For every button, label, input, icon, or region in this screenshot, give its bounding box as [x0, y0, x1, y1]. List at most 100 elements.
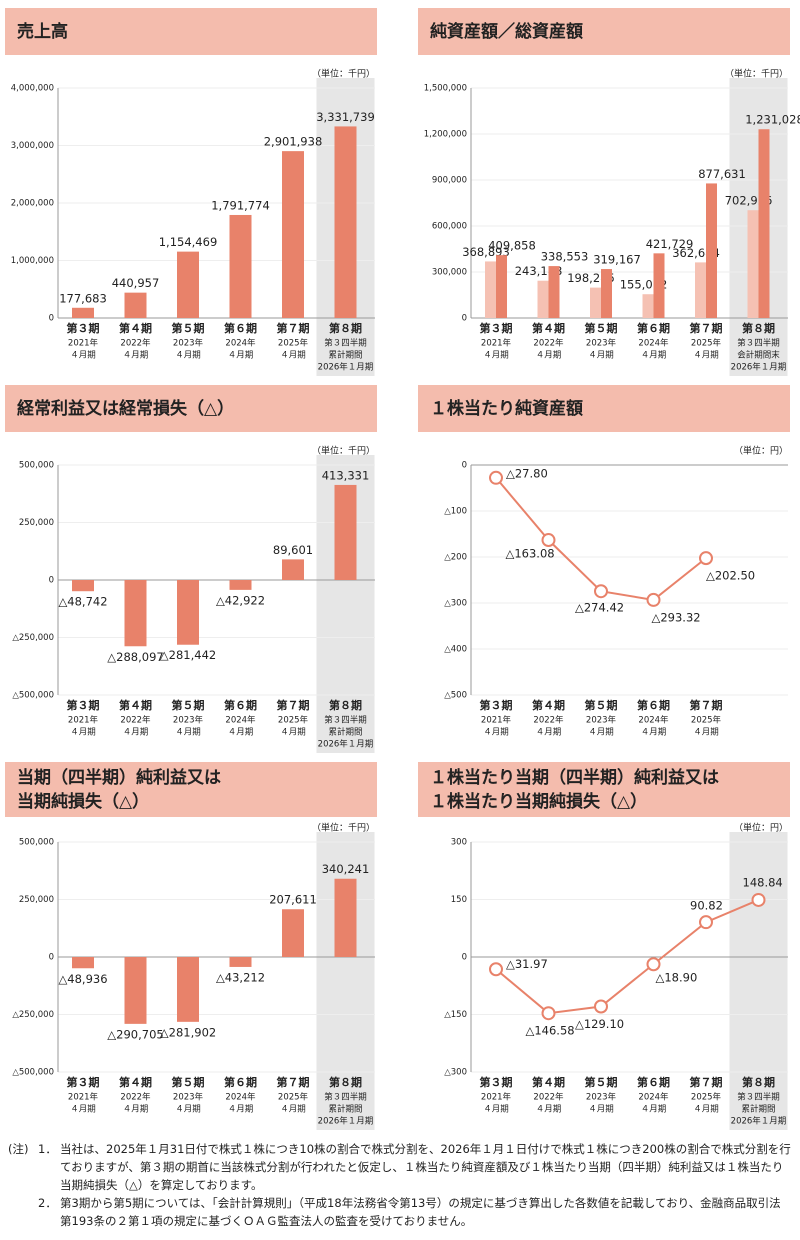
value-label: △293.32 — [652, 610, 701, 624]
notes: (注) 1． 当社は、2025年１月31日付で株式１株につき10株の割合で株式分… — [8, 1140, 792, 1230]
value-label: △163.08 — [506, 547, 555, 561]
header — [5, 762, 377, 817]
bar — [334, 878, 357, 957]
x-tick-label: 2025年 — [691, 715, 722, 726]
x-tick-label: ４月期 — [693, 1105, 719, 1115]
value-label: △48,936 — [58, 972, 107, 986]
bar — [695, 262, 706, 318]
x-tick-label: 2026年１月期 — [318, 739, 374, 750]
x-tick-label: 2021年 — [68, 1092, 99, 1103]
bar — [706, 183, 717, 318]
x-tick-label: 第５期 — [172, 321, 205, 335]
x-tick-label: 2026年１月期 — [731, 1116, 787, 1127]
x-tick-label: 2021年 — [481, 1092, 512, 1103]
bar — [282, 909, 304, 957]
x-tick-label: 2024年 — [225, 715, 256, 726]
value-label: 89,601 — [273, 543, 313, 557]
value-label: 148.84 — [743, 875, 783, 889]
x-tick-label: 第４期 — [119, 698, 152, 712]
x-tick-label: ４月期 — [588, 1105, 614, 1115]
point — [594, 584, 608, 599]
value-label: 319,167 — [593, 253, 641, 267]
x-tick-label: 2024年 — [638, 715, 669, 726]
bar — [229, 580, 252, 590]
bar — [229, 957, 252, 967]
x-tick-label: 第５期 — [585, 321, 618, 335]
bar — [124, 580, 147, 647]
x-tick-label: 第５期 — [585, 1075, 618, 1089]
value-label: 340,241 — [322, 862, 370, 876]
point — [489, 470, 503, 485]
y-tick-label: 0 — [462, 461, 467, 471]
point — [646, 592, 661, 607]
x-tick-label: 第７期 — [277, 698, 310, 712]
x-tick-label: 2021年 — [481, 715, 512, 726]
bar — [758, 129, 770, 318]
x-tick-label: 2026年１月期 — [318, 1116, 374, 1127]
x-tick-label: 第３期 — [480, 321, 513, 335]
y-tick-label: 0 — [49, 953, 54, 963]
y-tick-label: 300 — [451, 838, 467, 848]
x-tick-label: 第８期 — [329, 698, 362, 712]
value-label: △27.80 — [506, 466, 548, 480]
x-tick-label: 第４期 — [532, 698, 565, 712]
shaded-column — [729, 832, 788, 1130]
unit: （単位：千円） — [725, 68, 788, 80]
bar — [124, 292, 147, 318]
y-tick-label: 0 — [49, 576, 54, 586]
line — [495, 899, 759, 1015]
value-label: △42,922 — [216, 593, 265, 607]
bar — [177, 580, 199, 645]
bar — [747, 210, 759, 318]
x-tick-label: 第８期 — [742, 1075, 775, 1089]
x-tick-label: 会計期間末 — [737, 350, 780, 361]
x-tick-label: ４月期 — [280, 1105, 306, 1115]
y-tick-label: 250,000 — [19, 895, 54, 905]
x-tick-label: ４月期 — [228, 351, 254, 361]
bar — [496, 255, 507, 318]
point — [489, 962, 503, 977]
x-tick-label: 第３期 — [67, 698, 100, 712]
x-tick-label: 第４期 — [119, 1075, 152, 1089]
x-tick-label: 第８期 — [329, 321, 362, 335]
x-tick-label: 第７期 — [690, 698, 723, 712]
x-tick-label: 累計期間 — [328, 350, 362, 361]
x-tick-label: ４月期 — [693, 728, 719, 738]
bar — [282, 559, 304, 580]
x-tick-label: ４月期 — [123, 351, 149, 361]
value-label: 440,957 — [112, 276, 160, 290]
x-tick-label: 2022年 — [120, 1092, 151, 1103]
y-tick-label: 150 — [451, 895, 467, 905]
value-label: 207,611 — [269, 893, 317, 907]
x-tick-label: ４月期 — [588, 728, 614, 738]
y-tick-label: 4,000,000 — [11, 84, 54, 94]
y-tick-label: 3,000,000 — [11, 141, 54, 151]
bar — [72, 307, 94, 318]
x-tick-label: 第８期 — [329, 1075, 362, 1089]
bar — [334, 484, 357, 580]
x-tick-label: 第３四半期 — [737, 338, 780, 349]
value-label: △43,212 — [216, 970, 265, 984]
header — [418, 8, 790, 55]
bar — [72, 580, 94, 592]
x-tick-label: ４月期 — [641, 1105, 667, 1115]
x-tick-label: 第３期 — [480, 698, 513, 712]
y-tick-label: △200 — [444, 553, 467, 563]
point — [699, 551, 713, 566]
x-tick-label: 2023年 — [173, 1092, 204, 1103]
bar — [537, 280, 549, 318]
bar — [485, 261, 496, 318]
x-tick-label: 2024年 — [638, 1092, 669, 1103]
note: 2． 第3期から第5期については、「会計計算規則」（平成18年法務省令第13号）… — [8, 1194, 792, 1230]
y-tick-label: 2,000,000 — [11, 199, 54, 209]
x-tick-label: 第３四半期 — [324, 338, 367, 349]
x-tick-label: 2024年 — [638, 338, 669, 349]
y-tick-label: △300 — [444, 599, 467, 609]
x-tick-label: 2022年 — [533, 1092, 564, 1103]
x-tick-label: ４月期 — [70, 351, 96, 361]
x-tick-label: 2021年 — [481, 338, 512, 349]
value-label: 1,154,469 — [159, 235, 218, 249]
x-tick-label: 第５期 — [172, 698, 205, 712]
chart-title: １株当たり当期（四半期）純利益又は — [430, 767, 719, 788]
x-tick-label: 2024年 — [225, 338, 256, 349]
